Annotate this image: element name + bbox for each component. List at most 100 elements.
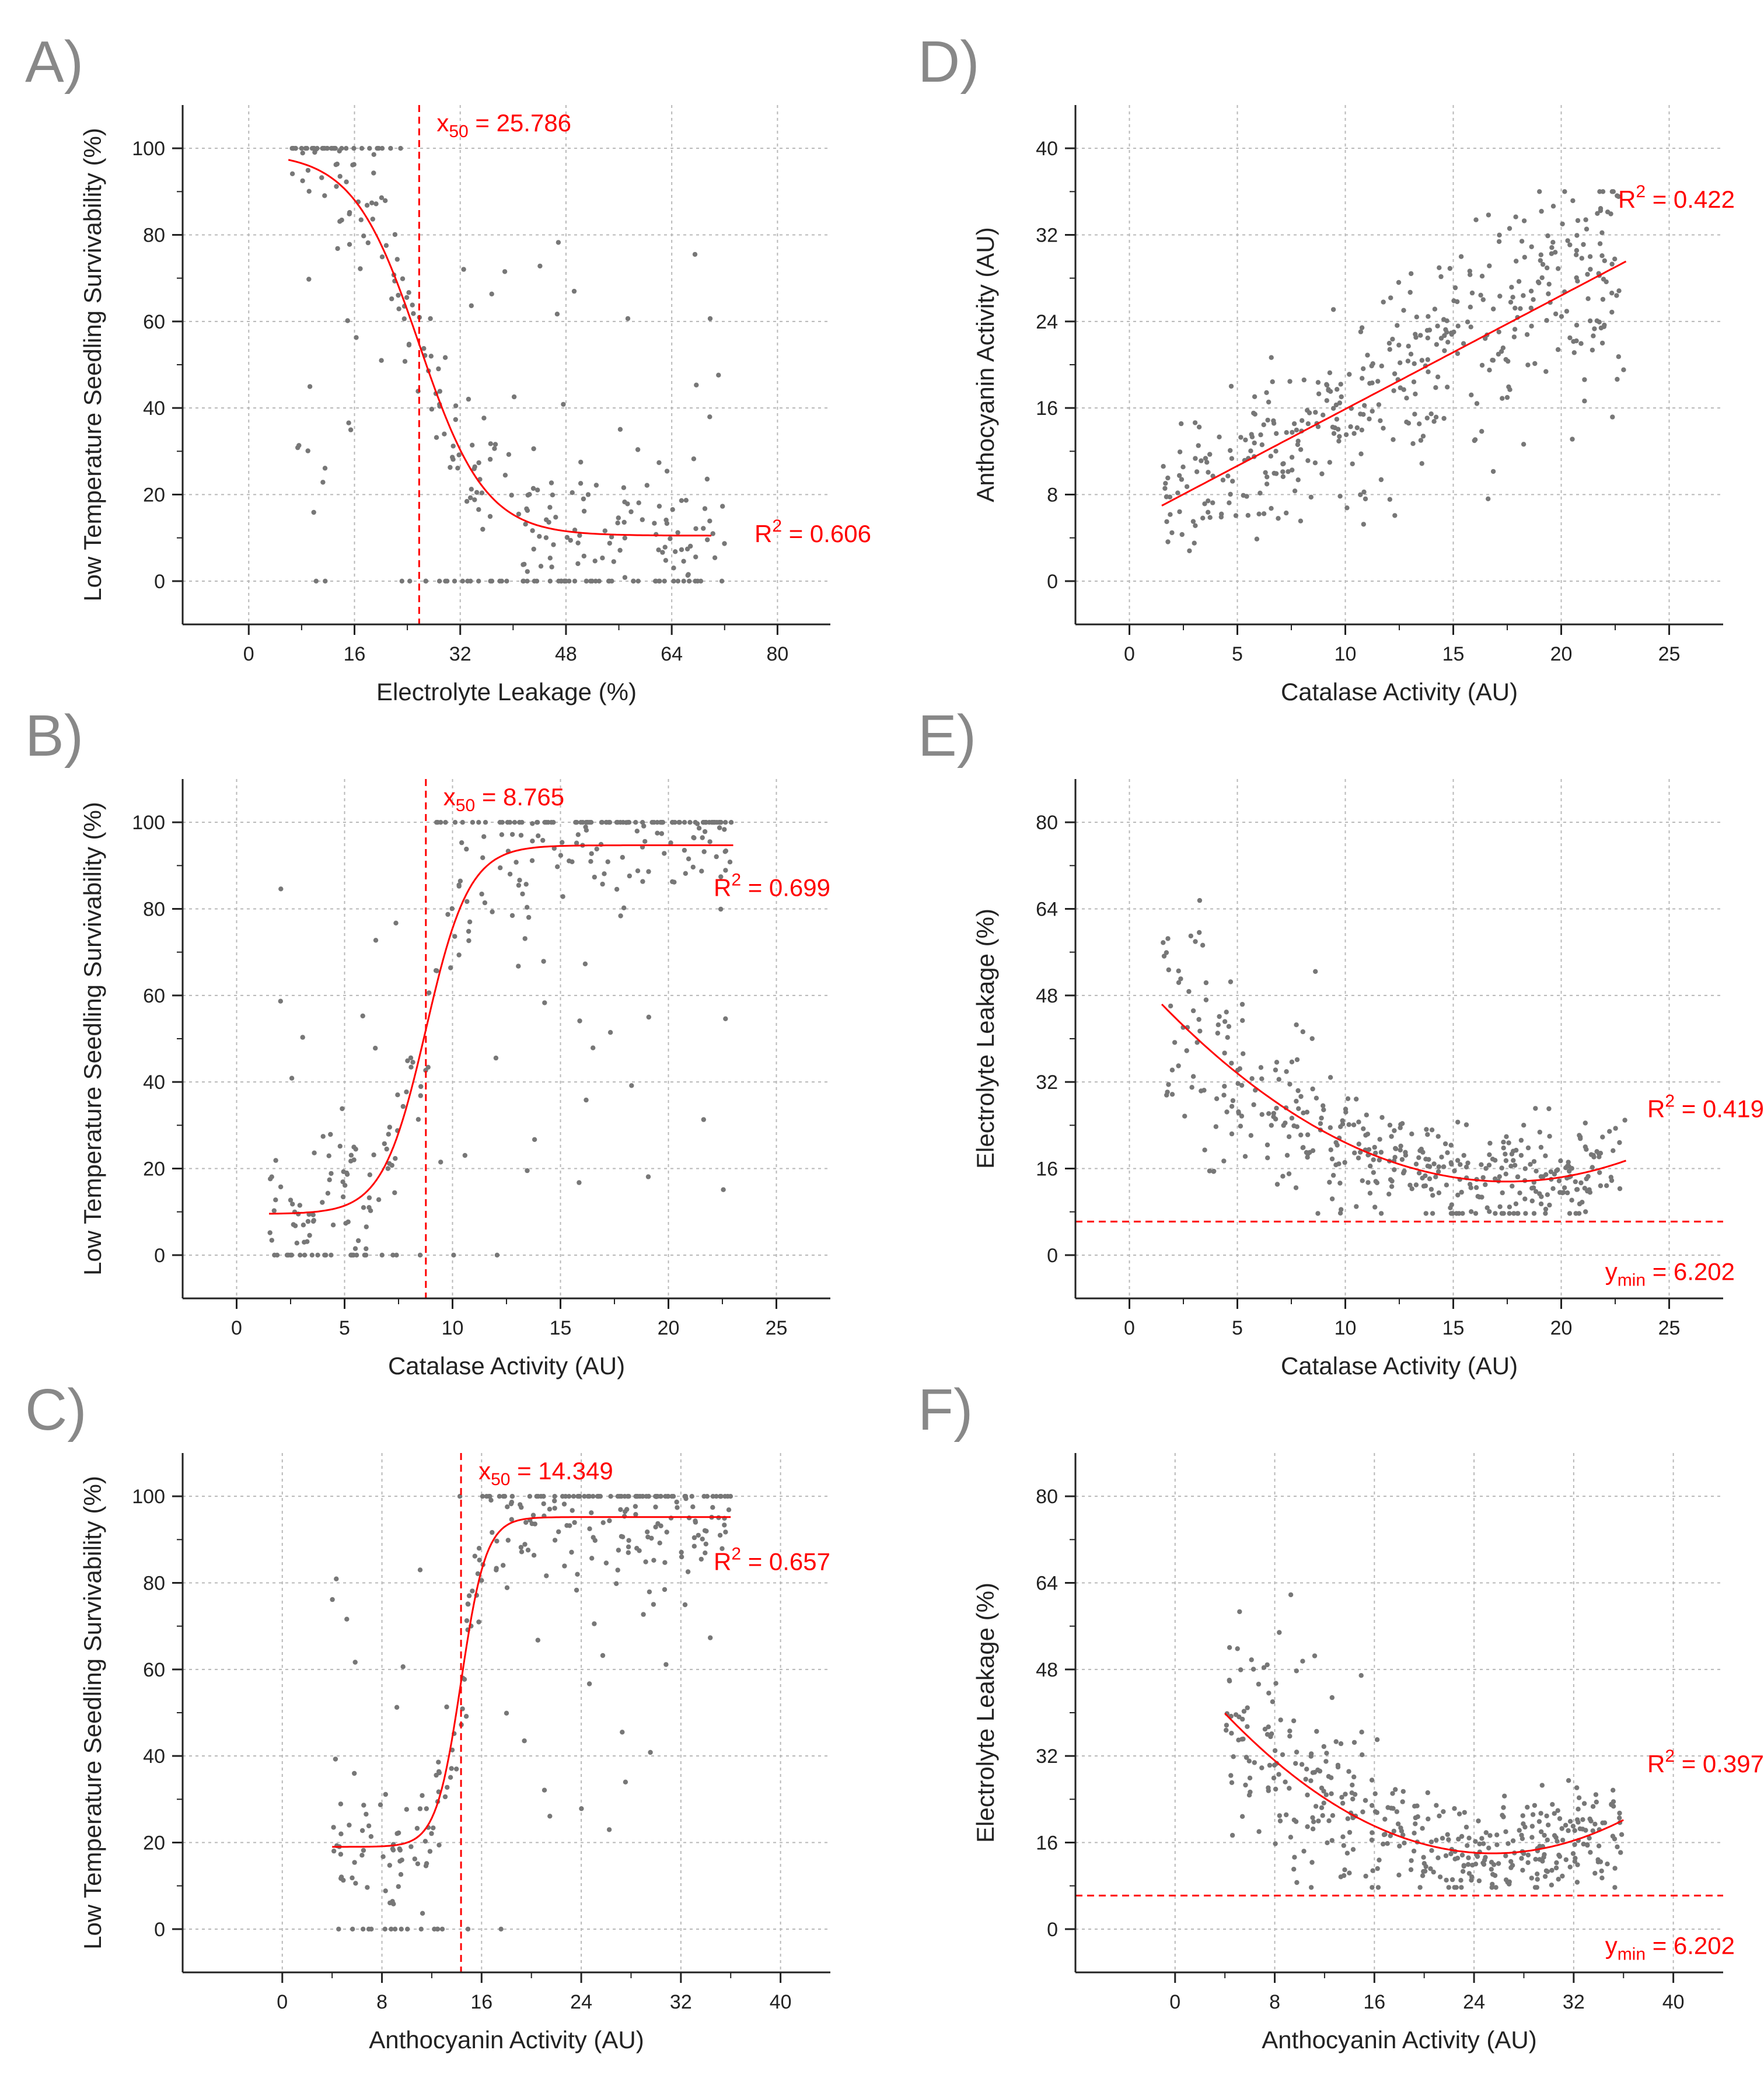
data-point bbox=[1538, 1811, 1543, 1816]
data-point bbox=[1356, 1141, 1361, 1147]
r2-label-a: R2 = 0.606 bbox=[754, 516, 871, 547]
data-point bbox=[591, 1494, 596, 1499]
data-point bbox=[1274, 431, 1279, 436]
data-point bbox=[1377, 1157, 1382, 1163]
data-point bbox=[1335, 1143, 1340, 1148]
data-point bbox=[674, 1499, 679, 1505]
data-point bbox=[1503, 1829, 1508, 1835]
data-point bbox=[322, 1252, 327, 1258]
data-point bbox=[1508, 1164, 1514, 1169]
y-tick-label: 60 bbox=[143, 311, 165, 333]
data-point bbox=[1361, 522, 1366, 527]
data-point bbox=[1239, 1814, 1245, 1819]
x-tick-label: 5 bbox=[339, 1317, 350, 1339]
data-point bbox=[1177, 449, 1183, 455]
data-point bbox=[1396, 343, 1402, 348]
data-point bbox=[530, 486, 536, 491]
data-point bbox=[1560, 1190, 1565, 1196]
r2-label-f-main: R bbox=[1647, 1750, 1665, 1777]
data-point bbox=[691, 1535, 697, 1541]
data-point bbox=[563, 1494, 568, 1499]
data-point bbox=[668, 840, 673, 846]
x50-label-b-value: = 8.765 bbox=[475, 783, 564, 811]
data-point bbox=[1385, 1841, 1390, 1846]
data-point bbox=[347, 211, 352, 216]
data-point bbox=[443, 820, 448, 825]
data-point bbox=[1224, 1727, 1229, 1733]
data-point bbox=[537, 534, 542, 539]
data-point bbox=[1321, 1103, 1326, 1109]
r2-label-a-value: = 0.606 bbox=[782, 520, 871, 547]
data-point bbox=[1228, 448, 1233, 453]
data-point bbox=[497, 578, 502, 584]
data-point bbox=[475, 1571, 481, 1576]
data-point bbox=[300, 178, 305, 183]
data-point bbox=[1611, 189, 1616, 194]
data-point bbox=[1290, 467, 1295, 473]
data-point bbox=[530, 1513, 536, 1518]
data-point bbox=[1419, 358, 1424, 363]
data-point bbox=[479, 1578, 484, 1583]
data-point bbox=[1525, 1804, 1530, 1810]
data-point bbox=[1203, 980, 1209, 986]
data-point bbox=[1407, 1182, 1413, 1188]
data-point bbox=[1483, 1830, 1489, 1835]
data-point bbox=[1179, 477, 1185, 482]
data-point bbox=[1452, 1885, 1457, 1890]
data-point bbox=[307, 384, 313, 389]
data-point bbox=[1301, 1145, 1306, 1150]
data-point bbox=[621, 519, 627, 525]
data-point bbox=[1576, 1795, 1582, 1800]
data-point bbox=[705, 537, 710, 543]
data-point bbox=[288, 1252, 294, 1258]
data-point bbox=[1165, 475, 1171, 481]
data-point bbox=[1312, 460, 1318, 466]
data-point bbox=[626, 1550, 631, 1555]
data-point bbox=[306, 277, 312, 282]
data-point bbox=[1190, 519, 1196, 524]
x-axis-title-e: Catalase Activity (AU) bbox=[1281, 1352, 1518, 1379]
data-point bbox=[1574, 233, 1580, 238]
y-tick-label: 0 bbox=[1047, 1245, 1058, 1267]
data-point bbox=[691, 835, 696, 840]
data-point bbox=[1567, 1864, 1573, 1870]
gridlines-e bbox=[1075, 779, 1723, 1298]
data-point bbox=[1416, 1171, 1422, 1176]
data-point bbox=[1243, 1782, 1248, 1788]
data-point bbox=[1585, 296, 1591, 301]
data-point bbox=[1425, 357, 1430, 362]
data-point bbox=[347, 1822, 352, 1828]
ymin-label-e: ymin = 6.202 bbox=[1605, 1258, 1735, 1290]
data-point bbox=[1292, 1855, 1297, 1860]
data-point bbox=[1250, 1667, 1256, 1672]
data-point bbox=[1468, 305, 1473, 310]
data-point bbox=[1166, 967, 1172, 973]
data-point bbox=[1330, 307, 1336, 312]
data-point bbox=[1597, 241, 1603, 246]
y-tick-label: 40 bbox=[143, 397, 165, 420]
data-point bbox=[494, 1566, 499, 1571]
data-point bbox=[428, 316, 433, 322]
data-point bbox=[1202, 1147, 1207, 1152]
data-point bbox=[1330, 406, 1336, 411]
data-point bbox=[1259, 1765, 1265, 1770]
data-point bbox=[1303, 1776, 1308, 1782]
data-point bbox=[1257, 490, 1263, 496]
data-point bbox=[594, 846, 599, 852]
data-point bbox=[1203, 997, 1209, 1003]
data-point bbox=[591, 1045, 596, 1050]
r2-label-f: R2 = 0.397 bbox=[1647, 1747, 1764, 1777]
data-point bbox=[1308, 1885, 1314, 1890]
data-point bbox=[1580, 1817, 1585, 1822]
data-point bbox=[1295, 1088, 1301, 1094]
data-point bbox=[551, 820, 556, 825]
data-point bbox=[524, 506, 529, 512]
data-point bbox=[514, 860, 519, 865]
data-point bbox=[1423, 1173, 1428, 1179]
data-point bbox=[322, 193, 327, 198]
data-point bbox=[1294, 1668, 1299, 1674]
data-point bbox=[1538, 1174, 1544, 1179]
data-point bbox=[1309, 1860, 1315, 1865]
data-point bbox=[1575, 1862, 1580, 1867]
